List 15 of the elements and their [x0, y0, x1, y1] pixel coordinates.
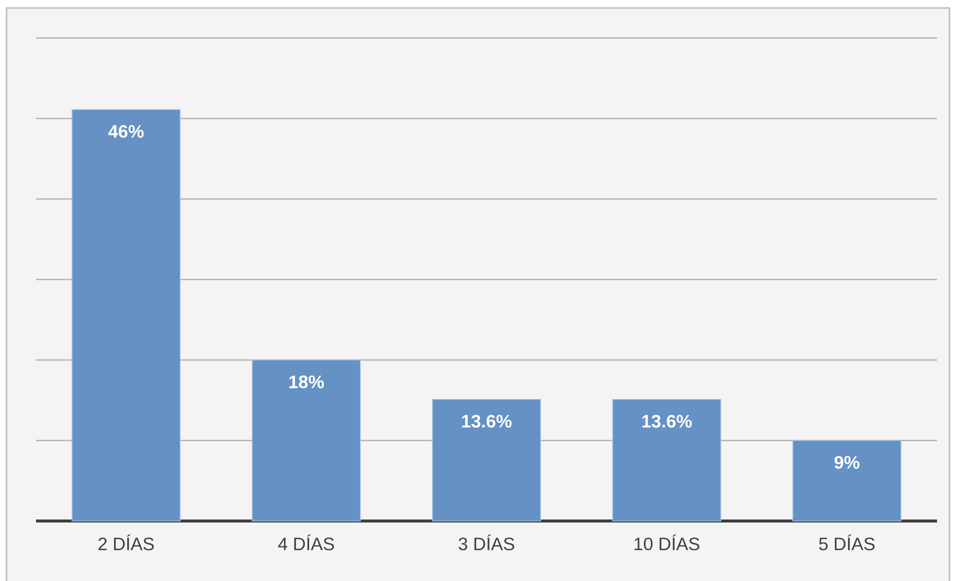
x-tick-label: 3 DÍAS: [458, 534, 514, 550]
x-tick-label: 4 DÍAS: [278, 534, 334, 550]
data-label: 13.6%: [462, 414, 512, 428]
data-label: 9%: [834, 456, 860, 469]
data-label: 46%: [108, 125, 144, 138]
bar: [612, 398, 722, 522]
bar: [792, 440, 902, 522]
bar: [252, 360, 361, 522]
bar: [72, 109, 181, 522]
x-tick-label: 5 DÍAS: [819, 534, 875, 550]
data-label: 18%: [289, 376, 324, 388]
bar: [432, 398, 541, 522]
data-label: 13.6%: [642, 414, 692, 428]
x-tick-label: 2 DÍAS: [98, 534, 154, 550]
x-tick-label: 10 DÍAS: [634, 534, 700, 550]
